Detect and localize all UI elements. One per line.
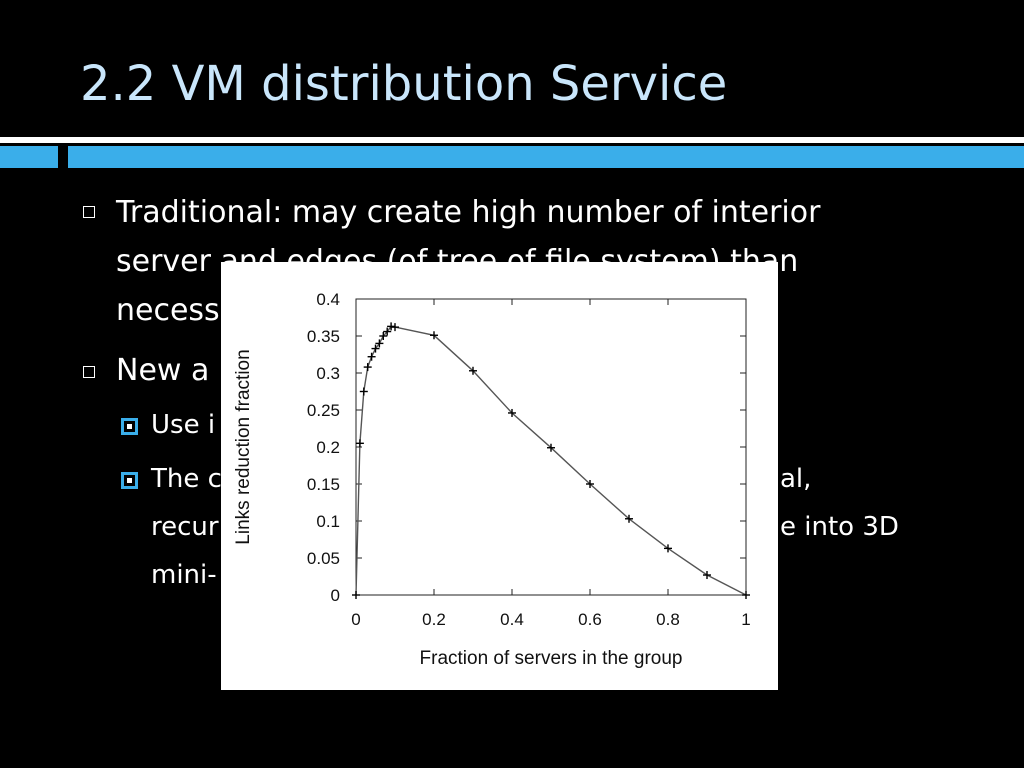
y-tick-label: 0.4 bbox=[316, 290, 340, 309]
sub-bullet-line: Use i bbox=[151, 410, 216, 440]
data-point-marker bbox=[625, 514, 633, 523]
sub-bullet-line-right: e into 3D bbox=[780, 512, 899, 542]
data-point-marker bbox=[703, 571, 711, 580]
x-tick-label: 0 bbox=[351, 610, 360, 629]
y-tick-label: 0.1 bbox=[316, 512, 340, 531]
y-tick-label: 0.2 bbox=[316, 438, 340, 457]
title-divider-line bbox=[0, 137, 1024, 143]
bullet-square-icon bbox=[83, 366, 95, 378]
sub-bullet-line: recur bbox=[151, 512, 219, 542]
line-chart: 0 0.2 0.4 0.6 0.8 1 0 0.05 0.1 0.15 0.2 0.25 0.3 0.35… bbox=[233, 290, 751, 669]
bullet-line: New a bbox=[116, 353, 210, 388]
data-point-marker bbox=[508, 408, 516, 417]
sub-bullet-line-right: al, bbox=[780, 464, 812, 494]
data-point-marker bbox=[379, 332, 388, 340]
y-axis-label: Links reduction fraction bbox=[233, 349, 254, 544]
data-point-marker bbox=[371, 344, 380, 353]
x-tick-label: 0.8 bbox=[656, 610, 680, 629]
x-tick-label: 1 bbox=[741, 610, 750, 629]
data-point-marker bbox=[469, 366, 477, 375]
bullet-square-icon bbox=[83, 206, 95, 218]
data-point-marker bbox=[430, 331, 438, 340]
x-tick-label: 0.4 bbox=[500, 610, 524, 629]
y-tick-label: 0.35 bbox=[307, 327, 340, 346]
y-tick-label: 0.05 bbox=[307, 549, 340, 568]
data-point-marker bbox=[387, 322, 396, 331]
data-point-marker bbox=[355, 439, 364, 448]
data-point-marker bbox=[375, 339, 384, 348]
data-point-marker bbox=[383, 327, 392, 336]
y-tick-label: 0.25 bbox=[307, 401, 340, 420]
y-tick-label: 0 bbox=[331, 586, 340, 605]
sub-bullet-line: mini- bbox=[151, 560, 217, 590]
data-point-marker bbox=[586, 480, 594, 488]
data-point-marker bbox=[359, 387, 368, 396]
data-point-marker bbox=[367, 352, 376, 361]
accent-bar-large bbox=[68, 146, 1024, 168]
bullet-line: necess bbox=[116, 293, 220, 328]
bullet-line: Traditional: may create high number of i… bbox=[116, 195, 821, 230]
chart-panel: 0 0.2 0.4 0.6 0.8 1 0 0.05 0.1 0.15 0.2 0.25 0.3 0.35… bbox=[221, 262, 778, 690]
data-point-marker bbox=[352, 591, 360, 599]
slide-title: 2.2 VM distribution Service bbox=[80, 56, 728, 112]
accent-bar-small bbox=[0, 146, 58, 168]
sub-bullet-line: The c bbox=[151, 464, 222, 494]
y-tick-label: 0.15 bbox=[307, 475, 340, 494]
x-tick-label: 0.2 bbox=[422, 610, 446, 629]
data-point-marker bbox=[664, 544, 672, 553]
sub-bullet-square-icon bbox=[121, 472, 138, 489]
data-point-marker bbox=[363, 363, 372, 372]
sub-bullet-square-icon bbox=[121, 418, 138, 435]
data-point-marker bbox=[391, 323, 399, 332]
x-tick-label: 0.6 bbox=[578, 610, 602, 629]
data-point-marker bbox=[547, 443, 555, 452]
series-line bbox=[355, 325, 747, 596]
y-tick-label: 0.3 bbox=[316, 364, 340, 383]
data-point-marker bbox=[742, 591, 750, 599]
x-axis-label: Fraction of servers in the group bbox=[420, 648, 683, 669]
